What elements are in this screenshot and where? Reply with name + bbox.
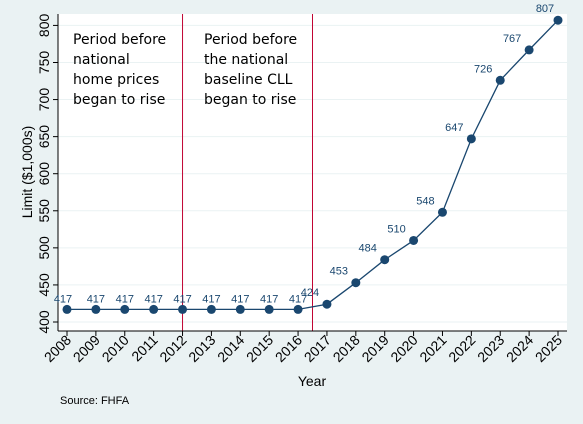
annotation-2-line-1: Period before [204,32,297,48]
data-label-2010: 417 [116,293,134,305]
data-point-2014 [235,304,245,314]
y-tick-label-750: 750 [36,51,52,75]
data-point-2017 [322,299,332,309]
y-tick-label-450: 450 [36,273,52,297]
data-label-2015: 417 [260,293,278,305]
data-label-2013: 417 [202,293,220,305]
data-point-2020 [409,235,419,245]
annotation-1-line-4: began to rise [73,92,165,108]
y-tick-label-600: 600 [36,162,52,186]
data-point-2015 [264,304,274,314]
data-label-2024: 767 [503,33,521,45]
data-point-2023 [495,75,505,85]
series [62,15,563,314]
data-label-2023: 726 [474,63,492,75]
annotation-1-line-2: national [73,52,130,68]
data-point-2022 [466,134,476,144]
data-label-2025: 807 [536,3,554,15]
data-label-2012: 417 [173,293,191,305]
annotation-1: Period before national home prices began to… [73,32,166,108]
data-label-2021: 548 [416,195,434,207]
annotation-2: Period before the national baseline CLL beg… [204,32,297,108]
data-label-2011: 417 [144,293,162,305]
data-label-2019: 484 [359,243,377,255]
data-labels: 417 417 417 417 417 417 417 417 4174244534845105… [54,3,554,305]
data-point-2012 [178,304,188,314]
y-tick-label-400: 400 [36,310,52,334]
annotation-1-line-1: Period before [73,32,166,48]
series-line [67,19,559,311]
annotation-2-line-3: baseline CLL [204,72,293,88]
x-axis-title: Year [298,373,327,389]
data-point-2021 [437,207,447,217]
data-point-2011 [149,304,159,314]
data-point-2019 [380,255,390,265]
data-label-2009: 417 [87,293,105,305]
data-point-2009 [91,304,101,314]
y-tick-label-550: 550 [36,199,52,223]
data-point-2010 [120,304,130,314]
data-point-2024 [524,45,534,55]
annotations: Period before national home prices began to… [73,32,297,108]
annotation-2-line-4: began to rise [204,92,296,108]
data-point-2013 [206,304,216,314]
data-point-2018 [351,278,361,288]
y-axis-title: Limit ($1,000s) [19,126,35,219]
data-label-2014: 417 [231,293,249,305]
y-tick-label-650: 650 [36,125,52,149]
data-point-2025 [553,15,563,25]
data-label-2022: 647 [445,122,463,134]
source-note: Source: FHFA [60,395,130,407]
data-label-2018: 453 [330,266,348,278]
data-label-2016: 417 [289,293,307,305]
y-tick-label-800: 800 [36,14,52,38]
reference-lines [182,14,313,331]
data-point-2016 [293,304,303,314]
data-label-2017: 424 [301,287,319,299]
y-tick-label-700: 700 [36,88,52,112]
data-point-2008 [62,304,72,314]
annotation-2-line-2: the national [204,52,288,68]
data-label-2020: 510 [387,223,405,235]
annotation-1-line-3: home prices [73,72,159,88]
y-tick-label-500: 500 [36,236,52,260]
data-label-2008: 417 [54,293,72,305]
